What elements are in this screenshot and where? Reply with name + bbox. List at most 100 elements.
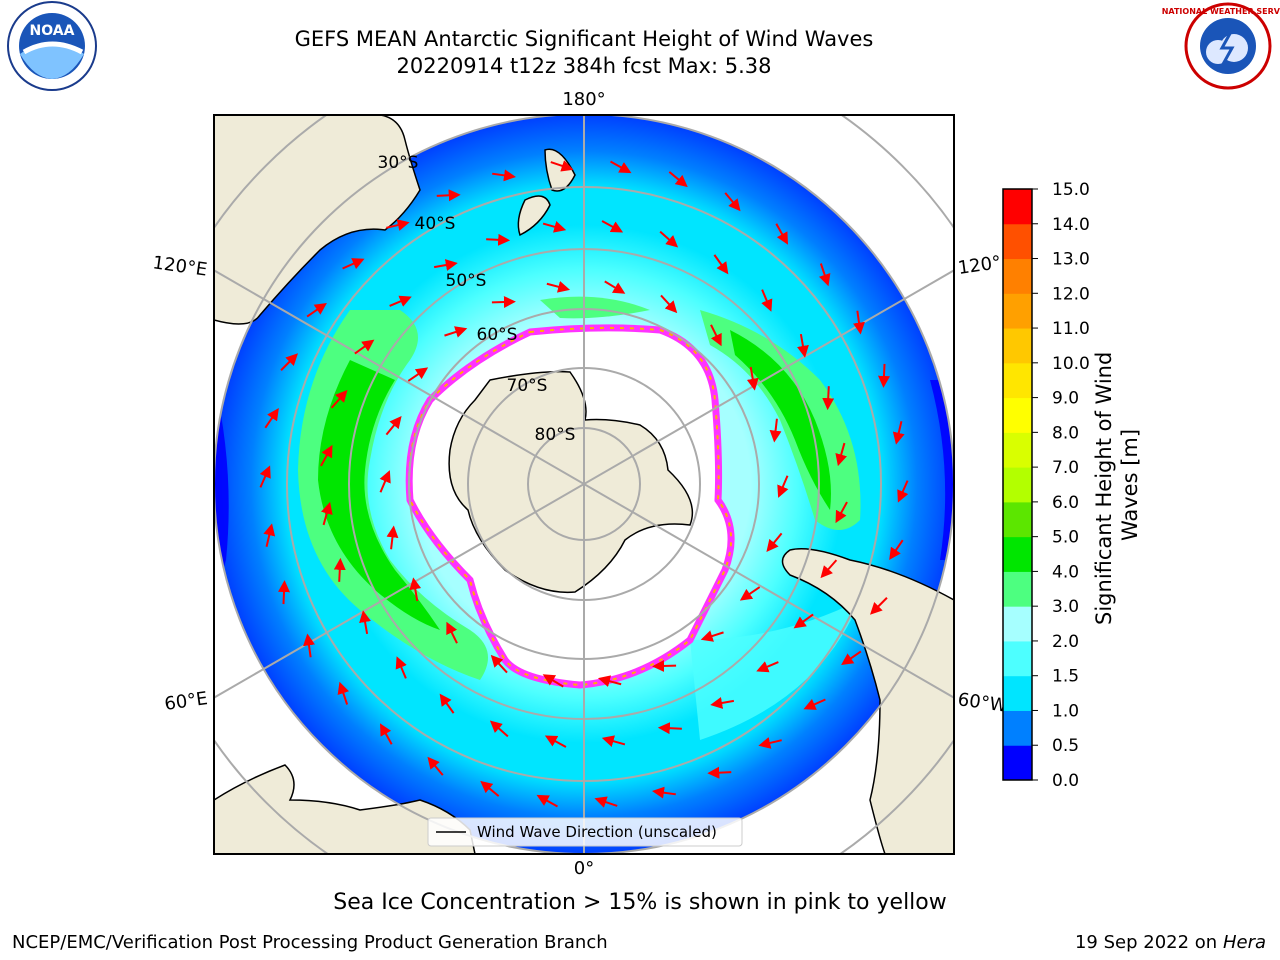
colorbar-segment xyxy=(1003,397,1032,433)
colorbar-segment xyxy=(1003,362,1032,399)
wind-wave-arrow xyxy=(892,420,905,445)
wind-wave-arrow xyxy=(668,171,688,188)
title-line-1: GEFS MEAN Antarctic Significant Height o… xyxy=(294,27,874,51)
wind-wave-arrow xyxy=(761,289,773,312)
wind-wave-arrow xyxy=(491,295,516,308)
wind-wave-arrow xyxy=(835,501,848,524)
nws-logo: NATIONAL WEATHER SERVICE xyxy=(1162,2,1280,90)
wind-wave-arrow xyxy=(259,465,271,488)
wind-wave-arrow xyxy=(321,501,333,526)
wind-wave-arrow xyxy=(803,698,826,710)
colorbar-tick-label: 12.0 xyxy=(1052,284,1090,304)
wind-wave-arrow xyxy=(427,756,444,776)
wind-wave-arrow xyxy=(659,230,679,248)
wind-wave-arrow xyxy=(652,786,676,799)
title-line-2: 20220914 t12z 384h fcst Max: 5.38 xyxy=(396,54,772,78)
wind-wave-arrow xyxy=(601,220,624,233)
wind-wave-arrow xyxy=(354,339,375,355)
colorbar-segment xyxy=(1003,640,1032,677)
wind-wave-arrow xyxy=(280,353,299,371)
colorbar-tick-label: 10.0 xyxy=(1052,354,1090,374)
colorbar-tick-label: 9.0 xyxy=(1052,389,1079,409)
graticule xyxy=(214,115,954,854)
wind-wave-arrow xyxy=(769,418,782,443)
machine-name: Hera xyxy=(1222,932,1266,953)
colorbar-tick-label: 13.0 xyxy=(1052,250,1090,270)
wind-wave-arrow xyxy=(489,720,509,738)
colorbar-segment xyxy=(1003,536,1032,572)
legend-label: Wind Wave Direction (unscaled) xyxy=(477,823,717,841)
colorbar-tick-label: 8.0 xyxy=(1052,423,1079,443)
colorbar-frame xyxy=(1002,188,1033,781)
wind-wave-arrow xyxy=(818,263,831,287)
wind-wave-arrow xyxy=(657,722,682,735)
colorbar-segment xyxy=(1003,745,1032,781)
wind-wave-arrow xyxy=(546,280,571,293)
wind-wave-arrow xyxy=(700,630,724,642)
colorbar-tick-label: 1.0 xyxy=(1052,701,1079,721)
lat-label-40s: 40°S xyxy=(415,214,456,234)
wind-wave-arrow xyxy=(263,523,276,548)
credit-text: NCEP/EMC/Verification Post Processing Pr… xyxy=(12,932,608,953)
lon-label-0: 0° xyxy=(574,858,594,879)
colorbar-segment xyxy=(1003,223,1032,260)
wind-wave-arrow xyxy=(597,675,622,688)
south-america xyxy=(781,548,954,854)
wind-wave-arrow xyxy=(746,366,759,391)
wind-wave-arrow xyxy=(877,363,890,388)
wind-wave-arrow xyxy=(436,189,461,202)
lat-label-70s: 70°S xyxy=(507,376,548,396)
colorbar-segment xyxy=(1003,710,1032,746)
wind-wave-arrow xyxy=(889,539,904,560)
wind-wave-arrow xyxy=(724,192,741,212)
wind-wave-arrow xyxy=(542,221,567,233)
wind-wave-arrow xyxy=(853,310,865,335)
wind-wave-arrow xyxy=(758,737,782,749)
wind-wave-arrow xyxy=(710,697,735,709)
wind-wave-arrow xyxy=(739,586,761,601)
wind-wave-arrow xyxy=(333,557,346,582)
wind-wave-arrow xyxy=(446,621,458,644)
colorbar-tick-label: 3.0 xyxy=(1052,597,1079,617)
noaa-logo: NOAA xyxy=(7,1,97,91)
wind-wave-arrow xyxy=(386,525,399,550)
new-zealand-north xyxy=(544,148,576,192)
colorbar-segment xyxy=(1003,571,1032,607)
wind-wave-arrow xyxy=(766,532,783,552)
colorbar-tick-label: 0.0 xyxy=(1052,771,1079,791)
sea-ice-note: Sea Ice Concentration > 15% is shown in … xyxy=(333,890,947,915)
colorbar-tick-label: 2.0 xyxy=(1052,632,1079,652)
wind-wave-arrow xyxy=(490,654,508,674)
wind-wave-arrow xyxy=(820,559,838,579)
wind-wave-arrow xyxy=(594,796,618,808)
wind-wave-arrow xyxy=(395,656,407,679)
lat-label-50s: 50°S xyxy=(446,271,487,291)
lat-label-60s: 60°S xyxy=(477,325,518,345)
wind-wave-arrow xyxy=(480,780,500,797)
lat-label-30s: 30°S xyxy=(378,153,419,173)
wind-wave-arrow xyxy=(797,333,809,358)
chart-title: GEFS MEAN Antarctic Significant Height o… xyxy=(0,26,1168,80)
colorbar-segment xyxy=(1003,328,1032,364)
wind-wave-arrow xyxy=(713,254,729,275)
wind-wave-arrow xyxy=(775,223,789,245)
colorbar: 0.0 0.5 1.0 1.5 2.0 3.0 4.0 5.0 6.0 7.0 8.0 9.0 10.0… xyxy=(1003,180,1090,791)
africa xyxy=(214,764,476,854)
wind-wave-arrow xyxy=(439,693,455,714)
wind-wave-arrow xyxy=(389,295,412,307)
wind-wave-arrow xyxy=(386,219,410,231)
map-panel: 30°S 40°S 50°S 60°S 70°S 80°S Wind Wave … xyxy=(214,115,954,854)
wind-wave-arrows xyxy=(259,160,909,808)
noaa-logo-text: NOAA xyxy=(30,23,75,39)
lon-label-120e: 120°E xyxy=(151,252,208,280)
new-zealand-south xyxy=(517,195,551,237)
lon-label-120w: 120° xyxy=(957,252,1003,279)
wind-wave-arrow xyxy=(660,294,678,314)
colorbar-tick-label: 4.0 xyxy=(1052,562,1079,582)
wind-wave-arrow xyxy=(320,444,333,467)
lat-label-80s: 80°S xyxy=(535,425,576,445)
antarctica xyxy=(448,370,694,594)
map-frame xyxy=(213,114,955,855)
wind-wave-arrow xyxy=(306,302,327,318)
